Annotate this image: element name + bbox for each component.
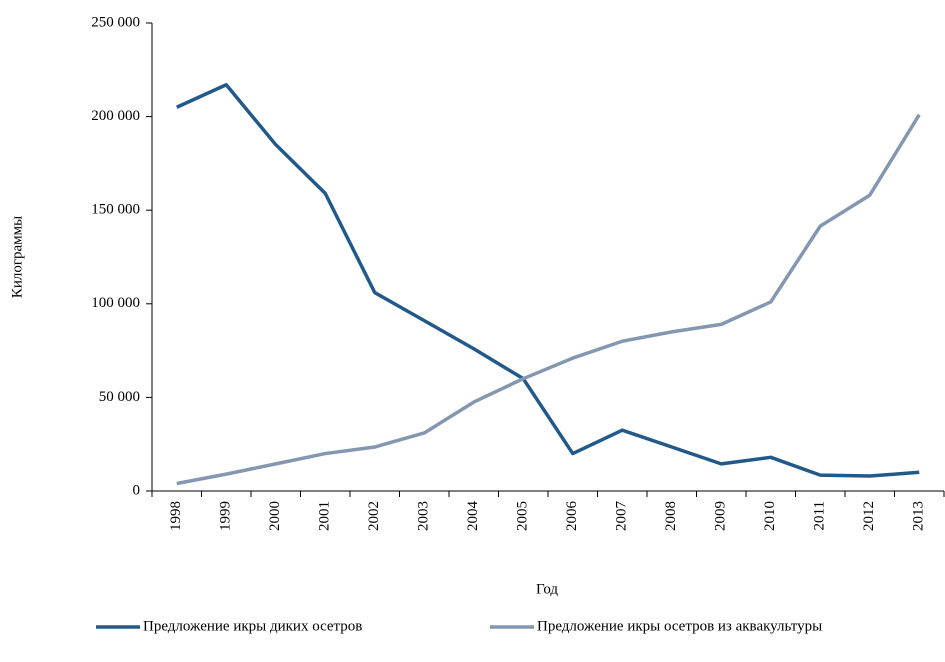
y-tick-label: 250 000 [91,14,140,30]
x-tick-label: 2007 [614,501,630,532]
x-tick-label: 1998 [168,501,184,531]
line-series [176,83,920,478]
x-tick-label: 2003 [416,501,432,531]
y-tick-label: 100 000 [91,295,140,311]
line-series [176,113,921,486]
x-tick-label: 2012 [861,501,877,531]
y-tick-label: 200 000 [91,108,140,124]
y-tick-label: 150 000 [91,202,140,218]
legend-label: Предложение икры осетров из аквакультуры [537,618,822,634]
x-tick-label: 1999 [218,501,234,531]
x-tick-label: 2000 [267,501,283,531]
x-tick-label: 2004 [465,501,481,532]
y-tick-label: 50 000 [99,389,140,405]
legend-label: Предложение икры диких осетров [143,618,362,634]
y-tick-label: 0 [133,482,141,498]
x-tick-label: 2002 [366,501,382,531]
x-axis-title: Год [536,581,558,597]
x-tick-label: 2005 [515,501,531,531]
x-tick-label: 2001 [317,501,333,531]
x-tick-label: 2008 [663,501,679,531]
y-axis-title: Килограммы [9,216,25,298]
x-tick-label: 2013 [911,501,927,531]
x-tick-label: 2010 [762,501,778,531]
x-tick-label: 2011 [812,501,828,530]
x-tick-label: 2006 [564,501,580,532]
x-tick-label: 2009 [713,501,729,531]
